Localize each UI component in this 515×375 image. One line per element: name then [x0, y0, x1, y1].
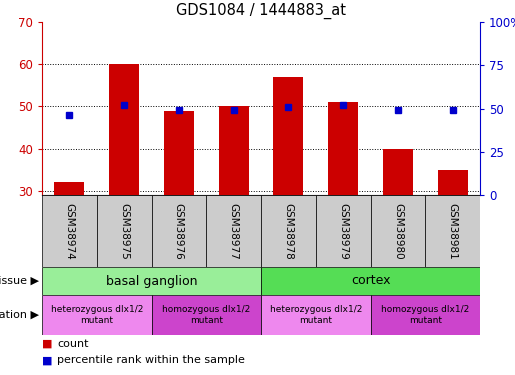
Bar — [261, 295, 370, 335]
Text: homozygous dlx1/2
mutant: homozygous dlx1/2 mutant — [381, 305, 469, 325]
Text: heterozygous dlx1/2
mutant: heterozygous dlx1/2 mutant — [50, 305, 143, 325]
Bar — [218, 106, 249, 195]
Text: GSM38978: GSM38978 — [283, 202, 294, 259]
Text: count: count — [57, 339, 89, 349]
Text: GSM38977: GSM38977 — [229, 202, 238, 259]
Bar — [42, 295, 151, 335]
Bar — [97, 195, 151, 267]
Text: cortex: cortex — [351, 274, 390, 288]
Bar — [54, 182, 84, 195]
Text: GSM38974: GSM38974 — [64, 202, 74, 259]
Text: tissue ▶: tissue ▶ — [0, 276, 39, 286]
Text: homozygous dlx1/2
mutant: homozygous dlx1/2 mutant — [162, 305, 250, 325]
Bar — [42, 267, 261, 295]
Bar — [42, 195, 97, 267]
Bar — [438, 170, 468, 195]
Bar — [206, 195, 261, 267]
Text: GSM38981: GSM38981 — [448, 202, 458, 259]
Text: ■: ■ — [42, 355, 53, 365]
Bar — [261, 267, 480, 295]
Bar — [151, 295, 261, 335]
Bar — [383, 148, 413, 195]
Text: GSM38980: GSM38980 — [393, 202, 403, 259]
Bar — [261, 195, 316, 267]
Text: ■: ■ — [42, 339, 53, 349]
Text: GSM38975: GSM38975 — [119, 202, 129, 259]
Bar — [425, 195, 480, 267]
Bar — [151, 195, 206, 267]
Text: genotype/variation ▶: genotype/variation ▶ — [0, 310, 39, 320]
Text: heterozygous dlx1/2
mutant: heterozygous dlx1/2 mutant — [269, 305, 362, 325]
Bar — [273, 77, 303, 195]
Bar — [370, 295, 480, 335]
Title: GDS1084 / 1444883_at: GDS1084 / 1444883_at — [176, 3, 346, 19]
Bar — [316, 195, 370, 267]
Bar — [164, 111, 194, 195]
Text: GSM38976: GSM38976 — [174, 202, 184, 259]
Text: basal ganglion: basal ganglion — [106, 274, 197, 288]
Bar — [370, 195, 425, 267]
Text: GSM38979: GSM38979 — [338, 202, 348, 259]
Bar — [328, 102, 358, 195]
Text: percentile rank within the sample: percentile rank within the sample — [57, 355, 245, 365]
Bar — [109, 64, 139, 195]
